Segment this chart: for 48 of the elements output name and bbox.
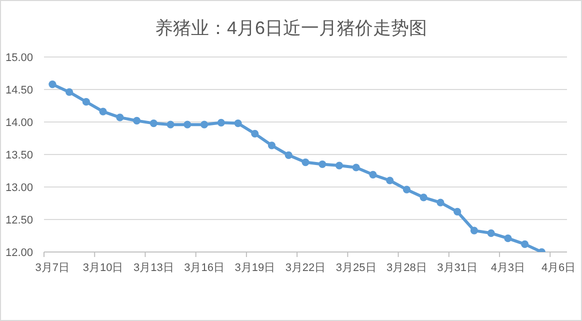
- y-tick-label: 14.00: [5, 117, 33, 129]
- point: [48, 80, 56, 88]
- x-tick-label: 4月6日: [541, 262, 576, 274]
- point: [116, 114, 124, 122]
- point: [234, 120, 242, 128]
- point: [66, 88, 74, 96]
- point: [504, 234, 512, 242]
- point: [150, 120, 158, 128]
- x-tick-label: 3月28日: [386, 262, 427, 274]
- point: [200, 120, 208, 128]
- point: [82, 98, 90, 106]
- y-tick-label: 12.50: [5, 214, 33, 226]
- point: [521, 240, 529, 248]
- y-tick-label: 14.50: [5, 84, 33, 96]
- point: [402, 186, 411, 194]
- point: [99, 108, 107, 116]
- x-tick-label: 3月31日: [437, 262, 478, 274]
- point: [487, 229, 495, 237]
- y-tick-label: 13.50: [5, 150, 33, 162]
- point: [217, 118, 225, 126]
- point: [318, 160, 326, 168]
- point: [184, 120, 192, 128]
- point: [454, 208, 462, 216]
- point: [132, 116, 141, 124]
- point: [352, 164, 360, 172]
- point: [369, 170, 377, 178]
- point: [166, 120, 174, 128]
- y-tick-label: 12.00: [5, 247, 33, 259]
- point: [302, 158, 310, 166]
- point: [470, 226, 478, 234]
- point: [335, 162, 344, 170]
- x-tick-label: 3月16日: [184, 262, 224, 274]
- x-tick-label: 3月13日: [133, 262, 174, 274]
- x-tick-label: 4月3日: [490, 262, 526, 274]
- x-tick-label: 3月10日: [82, 262, 124, 274]
- point: [386, 176, 394, 184]
- point: [436, 198, 444, 206]
- point: [251, 130, 259, 138]
- x-tick-label: 3月22日: [285, 262, 326, 274]
- x-tick-label: 3月25日: [336, 262, 376, 274]
- point: [268, 142, 276, 150]
- point: [284, 151, 292, 159]
- chart-title: 养猪业：4月6日近一月猪价走势图: [154, 18, 428, 38]
- point: [420, 194, 428, 202]
- x-tick-label: 3月19日: [234, 262, 276, 274]
- y-tick-label: 15.00: [5, 52, 33, 64]
- x-tick-label: 3月7日: [35, 262, 70, 274]
- y-tick-label: 13.00: [5, 182, 33, 194]
